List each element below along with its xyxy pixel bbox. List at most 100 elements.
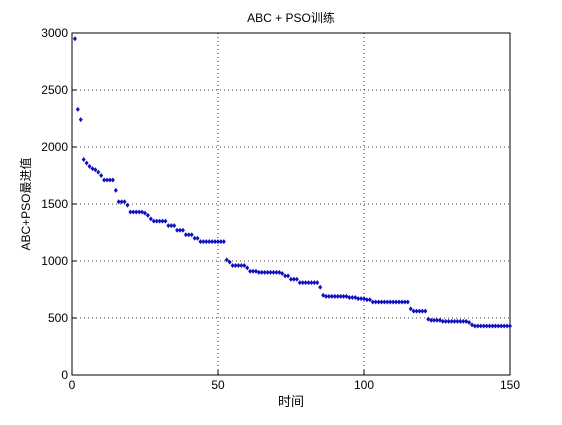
point — [99, 173, 104, 178]
point — [426, 316, 431, 322]
point — [303, 280, 308, 286]
point — [218, 239, 223, 245]
point — [470, 322, 475, 328]
point — [356, 296, 361, 302]
point — [277, 269, 282, 275]
point — [388, 299, 393, 305]
point — [391, 299, 396, 305]
point — [318, 284, 323, 290]
point — [306, 280, 311, 286]
point — [180, 227, 185, 233]
point — [172, 223, 177, 229]
point — [312, 280, 317, 286]
point — [300, 280, 305, 286]
point — [402, 299, 407, 305]
point — [148, 216, 153, 222]
point — [166, 223, 171, 229]
point — [274, 269, 279, 275]
point — [440, 318, 445, 324]
point — [93, 167, 98, 173]
point — [145, 212, 150, 218]
point — [411, 308, 416, 314]
point — [81, 157, 86, 163]
point — [151, 218, 156, 224]
point — [493, 323, 498, 329]
point — [125, 202, 130, 208]
point — [224, 257, 229, 263]
point — [490, 323, 495, 329]
point — [245, 265, 250, 271]
point — [207, 239, 212, 245]
point — [429, 317, 434, 323]
point — [253, 268, 258, 274]
point — [107, 177, 112, 183]
point — [420, 308, 425, 314]
point — [131, 209, 136, 215]
point — [367, 297, 372, 303]
point — [178, 227, 183, 233]
point — [204, 239, 209, 245]
point — [332, 293, 337, 299]
point — [122, 199, 127, 205]
y-tick-label: 500 — [48, 311, 68, 325]
point — [364, 297, 369, 303]
y-tick-label: 1000 — [41, 254, 68, 268]
point — [309, 280, 314, 286]
point — [496, 323, 501, 329]
point — [213, 239, 218, 245]
point — [242, 263, 247, 269]
point — [437, 317, 442, 323]
point — [294, 276, 299, 282]
point — [289, 276, 293, 282]
point — [344, 293, 349, 299]
point — [268, 269, 273, 275]
point — [373, 299, 378, 305]
point — [362, 296, 366, 302]
point — [291, 276, 296, 282]
point — [499, 323, 504, 329]
x-tick-label: 0 — [69, 378, 76, 392]
point — [414, 308, 419, 314]
point — [359, 296, 364, 302]
point — [484, 323, 489, 329]
point — [239, 263, 244, 269]
point — [475, 323, 480, 329]
point — [259, 269, 264, 275]
point — [326, 293, 331, 299]
point — [163, 218, 168, 224]
point — [233, 263, 238, 269]
point — [105, 177, 110, 183]
point — [376, 299, 381, 305]
point — [432, 317, 437, 323]
point — [113, 187, 118, 193]
point — [72, 36, 77, 42]
point — [256, 269, 261, 275]
point — [315, 280, 320, 286]
point — [183, 232, 188, 238]
point — [399, 299, 404, 305]
point — [446, 318, 451, 324]
point — [265, 269, 270, 275]
point — [198, 239, 203, 245]
y-tick-label: 3000 — [41, 26, 68, 40]
point — [324, 293, 329, 299]
point — [169, 223, 174, 229]
chart-title: ABC + PSO训练 — [247, 10, 335, 25]
point — [435, 317, 439, 323]
point — [408, 306, 413, 312]
y-tick-label: 1500 — [41, 197, 68, 211]
x-tick-label: 50 — [211, 378, 225, 392]
point — [189, 232, 194, 238]
point — [262, 269, 267, 275]
point — [210, 239, 215, 245]
point — [283, 273, 288, 279]
point — [370, 299, 375, 305]
point — [502, 323, 507, 329]
x-tick-label: 100 — [354, 378, 374, 392]
y-tick-label: 2000 — [41, 140, 68, 154]
point — [508, 323, 512, 329]
point — [96, 169, 101, 175]
point — [102, 177, 107, 183]
